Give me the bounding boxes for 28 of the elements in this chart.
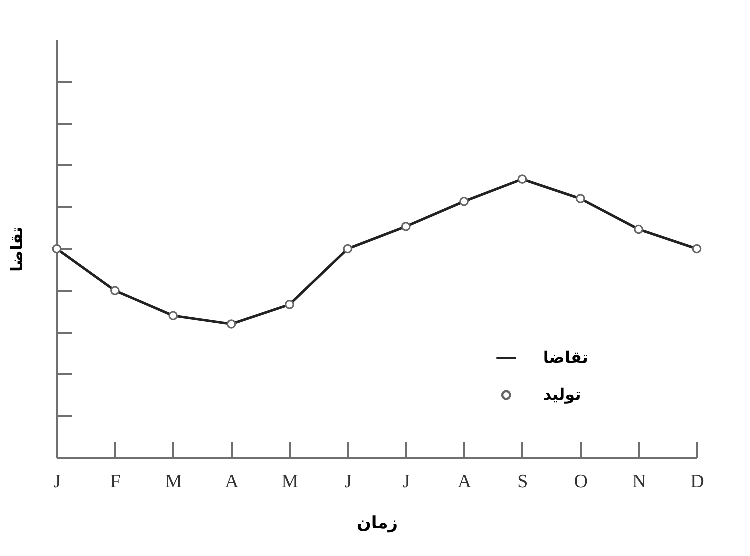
point xyxy=(576,194,586,204)
x-tick-label: M xyxy=(282,472,299,492)
x-tick-label: M xyxy=(165,472,182,492)
point xyxy=(168,311,178,321)
point xyxy=(401,222,411,232)
x-tick-label: O xyxy=(574,472,588,492)
x-tick-label: J xyxy=(402,472,410,492)
point xyxy=(110,286,120,296)
x-tick-label: N xyxy=(632,472,646,492)
point xyxy=(460,196,469,206)
x-axis-title: زمان xyxy=(356,514,398,534)
x-tick-label: A xyxy=(458,472,472,492)
x-tick-label: F xyxy=(110,472,121,492)
x-tick-label: D xyxy=(690,472,704,492)
x-tick-label: A xyxy=(225,472,240,492)
x-tick-label: S xyxy=(518,472,528,492)
point xyxy=(285,300,294,310)
point xyxy=(343,244,353,254)
y-axis-title: تقاضا xyxy=(8,227,26,272)
x-tick-label: J xyxy=(344,472,352,492)
point xyxy=(226,320,236,329)
legend-label: تولید xyxy=(543,385,582,404)
point xyxy=(52,244,62,254)
legend-label: تقاضا xyxy=(543,348,588,368)
point xyxy=(634,224,644,234)
point xyxy=(692,244,702,254)
x-tick-label: J xyxy=(54,472,62,492)
point xyxy=(518,174,528,184)
